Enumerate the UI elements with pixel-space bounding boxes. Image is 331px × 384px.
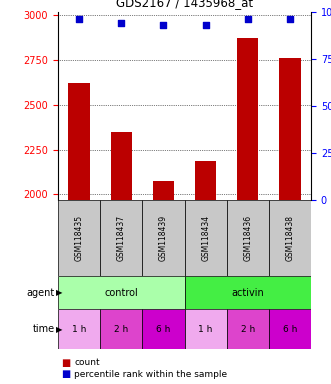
Text: agent: agent [26, 288, 55, 298]
Point [287, 16, 293, 22]
Bar [58, 200, 100, 276]
Text: activin: activin [231, 288, 264, 298]
Text: 1 h: 1 h [72, 325, 86, 334]
Bar [58, 309, 100, 349]
Bar [69, 83, 90, 384]
Text: ■: ■ [62, 369, 71, 379]
Bar [227, 309, 269, 349]
Bar [184, 309, 227, 349]
Bar [142, 309, 184, 349]
Text: GSM118438: GSM118438 [286, 215, 295, 261]
Text: ▶: ▶ [56, 325, 63, 334]
Text: time: time [32, 324, 55, 334]
Text: control: control [104, 288, 138, 298]
Text: 2 h: 2 h [114, 325, 128, 334]
Text: ▶: ▶ [56, 288, 63, 297]
Bar [237, 38, 259, 384]
Bar [142, 200, 184, 276]
Bar [184, 276, 311, 309]
Text: 2 h: 2 h [241, 325, 255, 334]
Bar [195, 161, 216, 384]
Bar [153, 181, 174, 384]
Text: 6 h: 6 h [283, 325, 297, 334]
Point [161, 22, 166, 28]
Bar [269, 200, 311, 276]
Text: 6 h: 6 h [156, 325, 170, 334]
Bar [279, 58, 301, 384]
Point [76, 16, 82, 22]
Bar [269, 309, 311, 349]
Text: GSM118439: GSM118439 [159, 215, 168, 261]
Bar [227, 200, 269, 276]
Point [245, 16, 251, 22]
Point [118, 20, 124, 26]
Text: ■: ■ [62, 358, 71, 368]
Bar [58, 276, 184, 309]
Bar [100, 200, 142, 276]
Text: GSM118437: GSM118437 [117, 215, 126, 261]
Bar [100, 309, 142, 349]
Bar [184, 200, 227, 276]
Point [203, 22, 208, 28]
Title: GDS2167 / 1435968_at: GDS2167 / 1435968_at [116, 0, 253, 9]
Text: GSM118436: GSM118436 [243, 215, 252, 261]
Bar [111, 132, 132, 384]
Text: count: count [74, 358, 100, 367]
Text: 1 h: 1 h [199, 325, 213, 334]
Text: percentile rank within the sample: percentile rank within the sample [74, 370, 228, 379]
Text: GSM118434: GSM118434 [201, 215, 210, 261]
Text: GSM118435: GSM118435 [74, 215, 83, 261]
